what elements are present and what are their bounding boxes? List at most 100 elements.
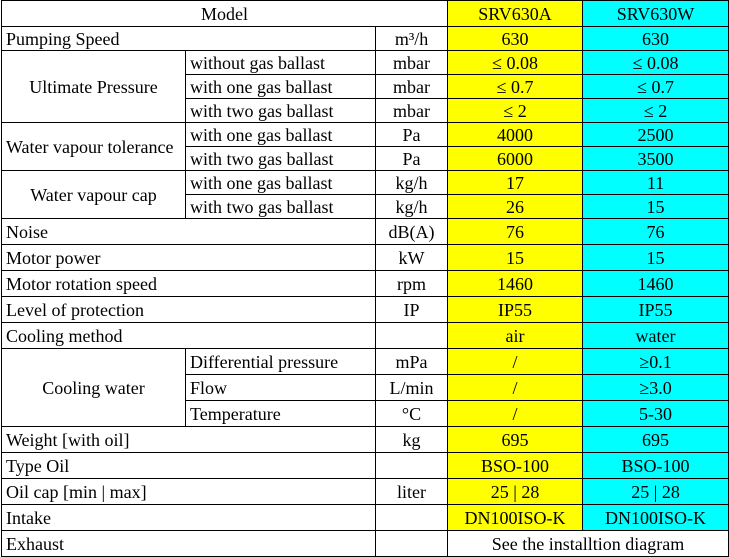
table-cell: Motor rotation speed bbox=[1, 270, 376, 297]
table-cell: IP55 bbox=[447, 296, 584, 323]
table-row: with one gas ballast mbar ≤ 0.7 ≤ 0.7 bbox=[2, 74, 729, 99]
table-cell: mbar bbox=[374, 98, 449, 123]
table-cell: 4000 bbox=[447, 122, 584, 147]
table-cell: with two gas ballast bbox=[185, 98, 376, 123]
table-cell: / bbox=[447, 374, 584, 401]
table-row: Model SRV630A SRV630W bbox=[0, 0, 729, 27]
table-row: Intake DN100ISO-K DN100ISO-K bbox=[1, 504, 729, 531]
table-cell: 630 bbox=[447, 26, 584, 51]
table-cell: rpm bbox=[374, 270, 449, 297]
table-row: Cooling water Differential pressure mPa / ≥0… bbox=[1, 348, 729, 427]
table-cell: liter bbox=[374, 478, 449, 505]
table-cell: / bbox=[447, 400, 584, 427]
table-cell: air bbox=[447, 322, 584, 349]
table-cell: ≤ 0.7 bbox=[582, 74, 729, 99]
table-row: with two gas ballast kg/h 26 15 bbox=[2, 194, 729, 219]
table-row: Noise dB(A) 76 76 bbox=[1, 218, 729, 245]
table-cell: Noise bbox=[1, 218, 376, 245]
table-cell: 15 bbox=[582, 194, 729, 219]
empty-cell bbox=[374, 530, 449, 557]
table-row: Pumping Speed m³/h 630 630 bbox=[1, 26, 729, 51]
table-cell: IP bbox=[374, 296, 449, 323]
table-row: Level of protection IP IP55 IP55 bbox=[1, 296, 729, 323]
table-row: Cooling method air water bbox=[1, 322, 729, 349]
empty-cell bbox=[374, 322, 449, 349]
table-cell: Water vapour tolerance bbox=[1, 122, 186, 171]
table-cell: BSO-100 bbox=[582, 452, 729, 479]
table-cell: ≤ 0.08 bbox=[447, 50, 584, 75]
table-cell: BSO-100 bbox=[447, 452, 584, 479]
table-cell: SRV630A bbox=[447, 0, 584, 27]
table-row: with two gas ballast mbar ≤ 2 ≤ 2 bbox=[2, 98, 729, 123]
table-cell: Motor power bbox=[1, 244, 376, 271]
table-cell: °C bbox=[374, 400, 449, 427]
table-cell: SRV630W bbox=[582, 0, 729, 27]
table-cell: mPa bbox=[374, 348, 449, 375]
table-cell: Pumping Speed bbox=[1, 26, 376, 51]
table-cell: 26 bbox=[447, 194, 584, 219]
table-row: Water vapour cap with one gas ballast kg/h… bbox=[1, 170, 729, 219]
table-cell: dB(A) bbox=[374, 218, 449, 245]
table-cell: 25 | 28 bbox=[582, 478, 729, 505]
table-cell: ≥0.1 bbox=[582, 348, 729, 375]
table-cell: Oil cap [min | max] bbox=[1, 478, 376, 505]
table-cell: Model bbox=[0, 0, 449, 27]
table-row: Temperature °C/5-30 bbox=[2, 400, 729, 427]
table-cell: Pa bbox=[374, 146, 449, 171]
table-cell: kg bbox=[374, 426, 449, 453]
table-cell: 3500 bbox=[582, 146, 729, 171]
table-cell: 5-30 bbox=[582, 400, 729, 427]
table-row: Water vapour tolerance with one gas balla… bbox=[1, 122, 729, 171]
table-cell: kg/h bbox=[374, 170, 449, 195]
empty-cell bbox=[374, 452, 449, 479]
table-cell: / bbox=[447, 348, 584, 375]
table-cell: 695 bbox=[582, 426, 729, 453]
table-cell: 76 bbox=[582, 218, 729, 245]
table-cell: without gas ballast bbox=[185, 50, 376, 75]
table-cell: 6000 bbox=[447, 146, 584, 171]
table-cell: kW bbox=[374, 244, 449, 271]
table-cell: 15 bbox=[447, 244, 584, 271]
table-cell: with one gas ballast bbox=[185, 122, 376, 147]
table-cell: IP55 bbox=[582, 296, 729, 323]
table-cell: 25 | 28 bbox=[447, 478, 584, 505]
table-cell: 630 bbox=[582, 26, 729, 51]
table-row: Oil cap [min | max] liter 25 | 28 25 | 28 bbox=[1, 478, 729, 505]
table-cell: 11 bbox=[582, 170, 729, 195]
table-cell: 2500 bbox=[582, 122, 729, 147]
table-cell: ≤ 2 bbox=[447, 98, 584, 123]
table-cell: Type Oil bbox=[1, 452, 376, 479]
table-cell: 76 bbox=[447, 218, 584, 245]
table-cell: Cooling water bbox=[1, 348, 186, 427]
table-cell: water bbox=[582, 322, 729, 349]
table-cell: Ultimate Pressure bbox=[1, 50, 186, 123]
table-cell: 1460 bbox=[582, 270, 729, 297]
table-cell: mbar bbox=[374, 74, 449, 99]
table-cell: kg/h bbox=[374, 194, 449, 219]
table-cell: with one gas ballast bbox=[185, 170, 376, 195]
table-cell: 1460 bbox=[447, 270, 584, 297]
table-cell: Level of protection bbox=[1, 296, 376, 323]
table-row: Weight [with oil] kg 695 695 bbox=[1, 426, 729, 453]
table-row: Type Oil BSO-100 BSO-100 bbox=[1, 452, 729, 479]
table-cell: DN100ISO-K bbox=[582, 504, 729, 531]
table-cell: ≥3.0 bbox=[582, 374, 729, 401]
table-row: Motor rotation speed rpm 1460 1460 bbox=[1, 270, 729, 297]
table-cell: Differential pressure bbox=[185, 348, 376, 375]
table-cell: Temperature bbox=[185, 400, 376, 427]
table-cell: Pa bbox=[374, 122, 449, 147]
table-cell: ≤ 2 bbox=[582, 98, 729, 123]
table-cell: Water vapour cap bbox=[1, 170, 186, 219]
table-cell: mbar bbox=[374, 50, 449, 75]
table-cell: Flow bbox=[185, 374, 376, 401]
table-cell: Weight [with oil] bbox=[1, 426, 376, 453]
table-cell: with two gas ballast bbox=[185, 194, 376, 219]
table-cell: L/min bbox=[374, 374, 449, 401]
table-cell: 695 bbox=[447, 426, 584, 453]
table-row: Ultimate Pressure without gas ballast mbar… bbox=[1, 50, 729, 123]
table-cell: DN100ISO-K bbox=[447, 504, 584, 531]
table-cell: See the installtion diagram bbox=[447, 530, 729, 557]
table-row: with two gas ballast Pa 6000 3500 bbox=[2, 146, 729, 171]
